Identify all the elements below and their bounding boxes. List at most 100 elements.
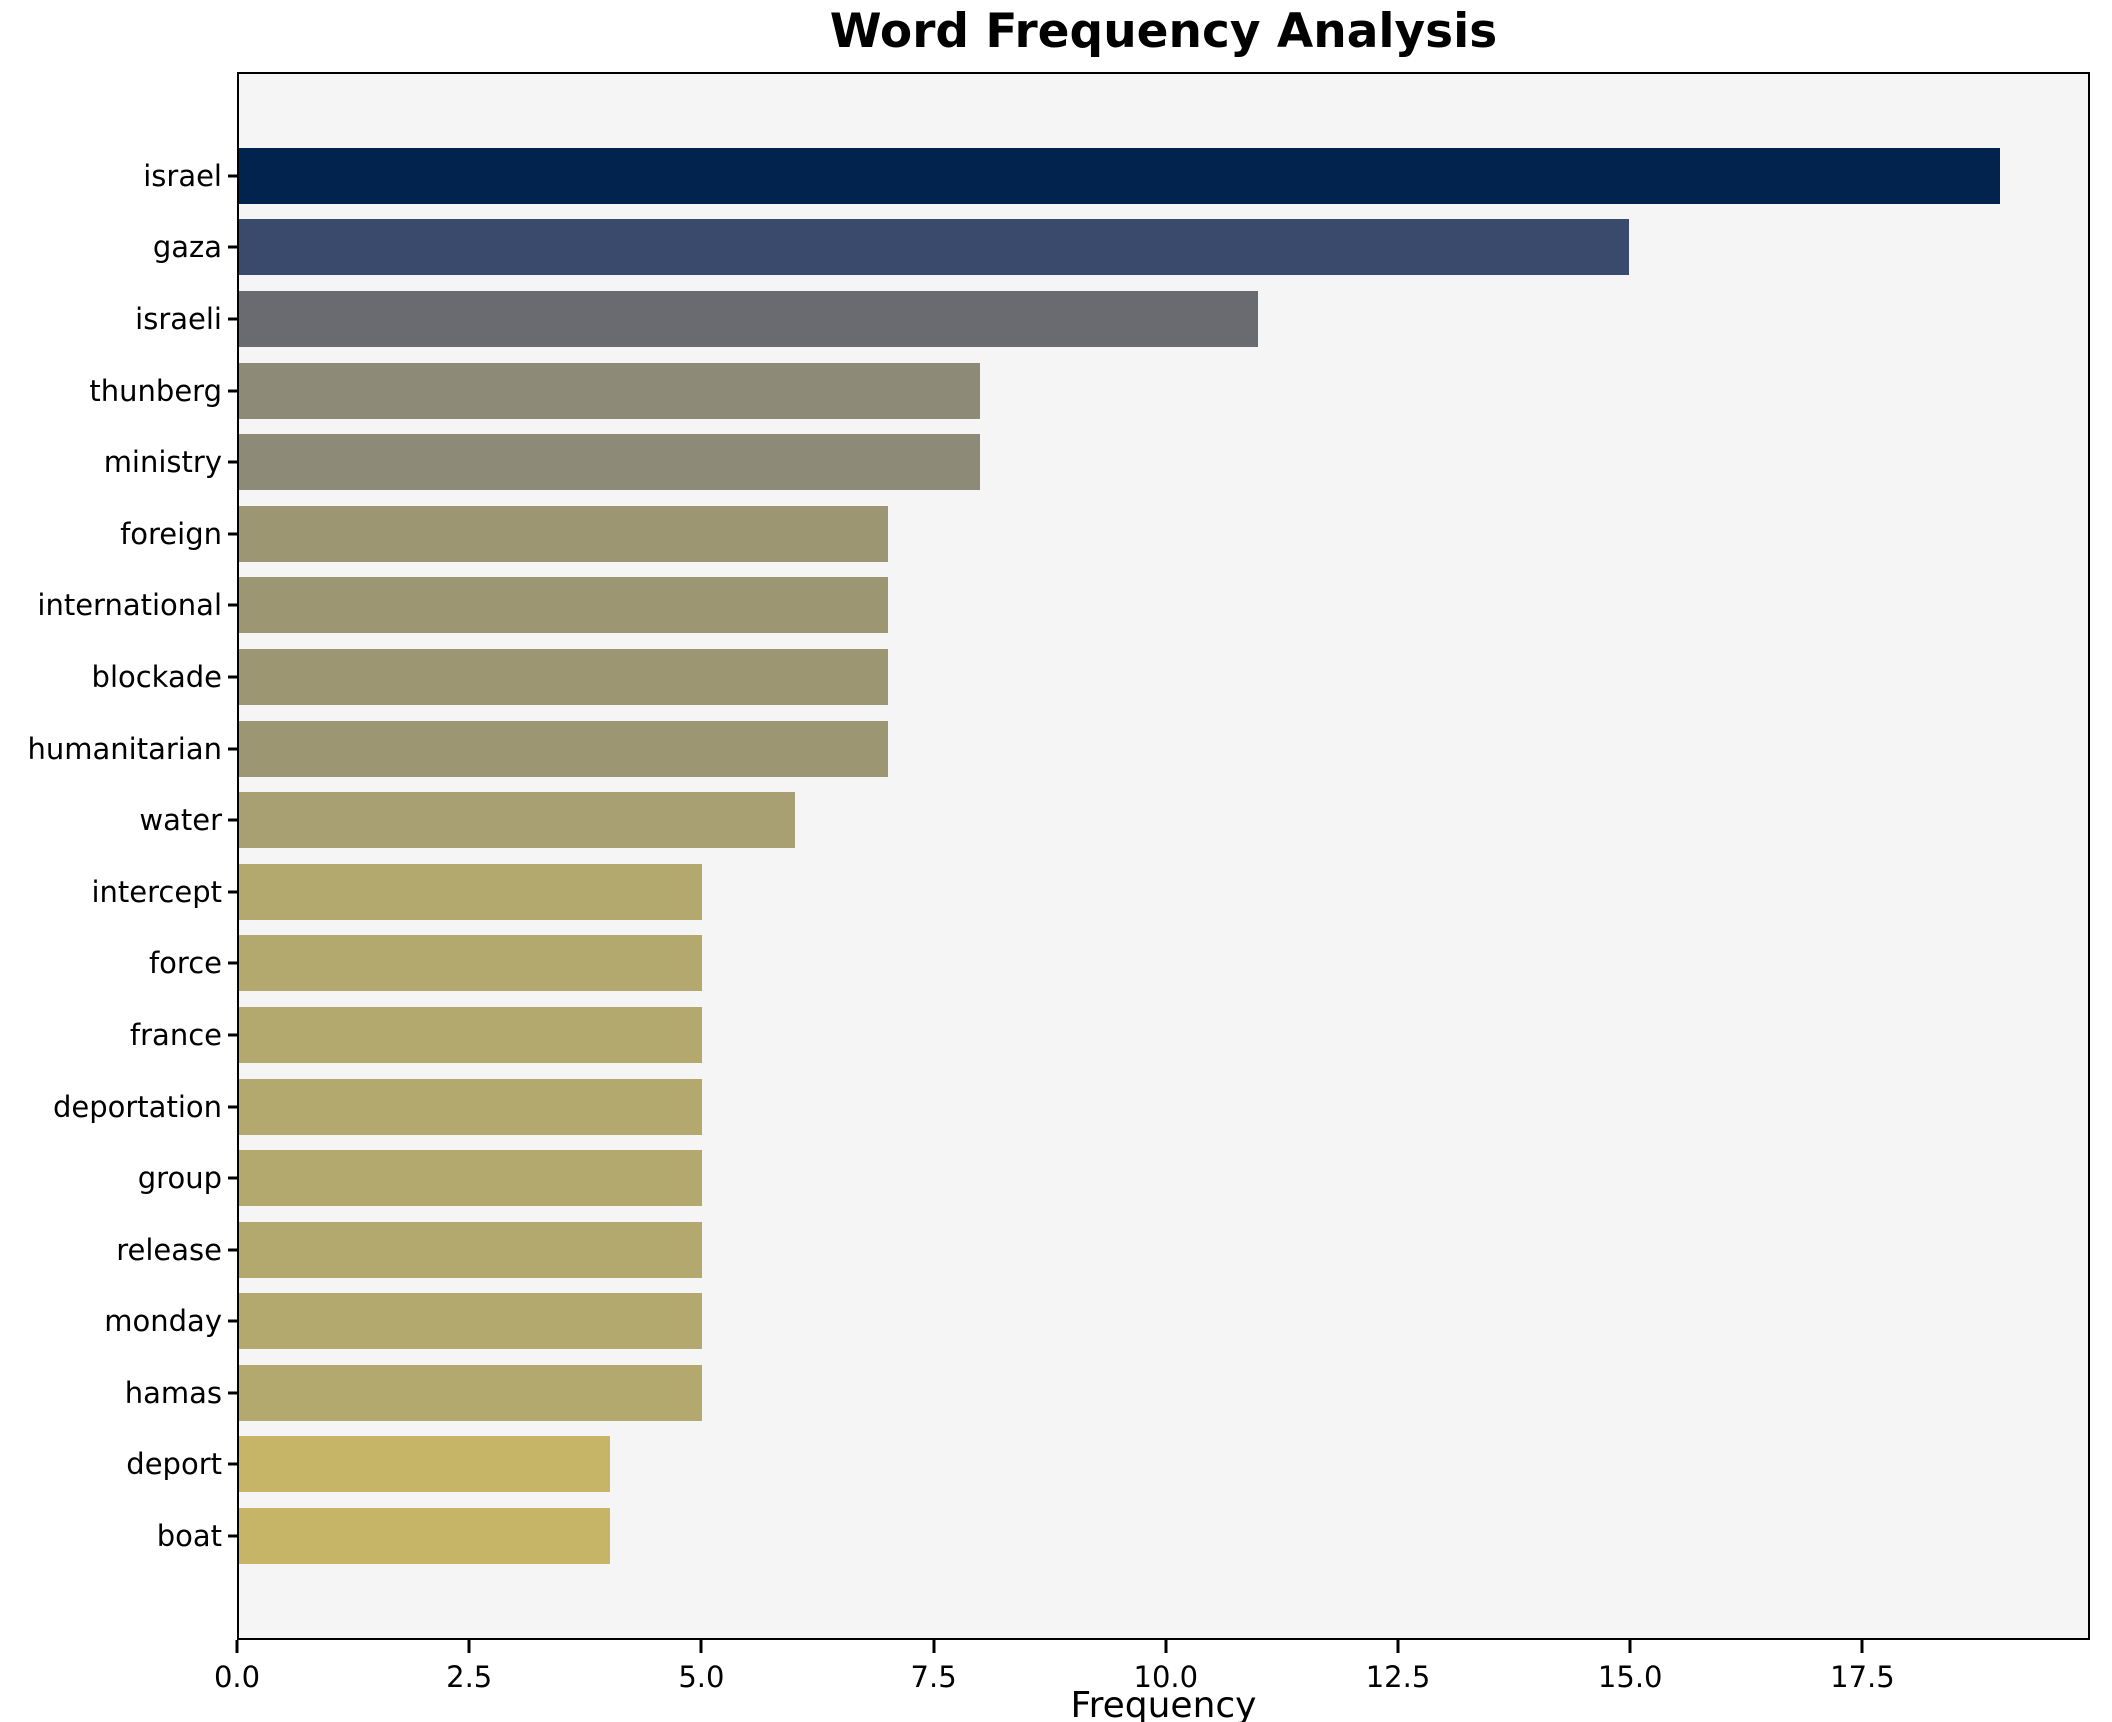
bar-force <box>239 935 703 992</box>
y-tick-mark <box>228 890 237 894</box>
bar-row-israeli: israeli <box>135 283 2088 355</box>
bar-row-intercept: intercept <box>92 856 2088 928</box>
plot-area: israel gaza israeli thunberg ministry foreign… <box>28 72 2090 1640</box>
y-tick-mark <box>228 1033 237 1037</box>
bar-boat <box>239 1508 610 1565</box>
y-tick-mark <box>228 245 237 249</box>
bar-humanitarian <box>239 720 888 777</box>
x-tick-mark <box>932 1640 936 1653</box>
y-label-ministry: ministry <box>103 445 222 480</box>
bar-row-france: france <box>130 999 2088 1071</box>
x-axis: 0.0 2.5 5.0 7.5 10.0 12.5 15.0 17.5 <box>214 1640 2090 1722</box>
x-tick-label-7.5: 7.5 <box>910 1660 957 1694</box>
bar-deportation <box>239 1078 703 1135</box>
bar-monday <box>239 1293 703 1350</box>
y-tick-mark <box>228 747 237 751</box>
x-tick-label-0.0: 0.0 <box>213 1660 261 1694</box>
x-tick-label-15.0: 15.0 <box>1597 1660 1663 1694</box>
y-label-monday: monday <box>104 1304 222 1339</box>
x-tick-mark <box>1164 1640 1168 1653</box>
bar-water <box>239 792 796 849</box>
bar-ministry <box>239 434 981 491</box>
y-label-force: force <box>148 946 222 981</box>
y-tick-mark <box>228 1462 237 1466</box>
y-label-boat: boat <box>156 1519 222 1554</box>
x-tick-label-12.5: 12.5 <box>1365 1660 1431 1694</box>
y-label-thunberg: thunberg <box>89 373 222 408</box>
bar-row-ministry: ministry <box>104 426 2088 498</box>
x-tick-mark <box>699 1640 703 1653</box>
chart-title: Word Frequency Analysis <box>829 4 1498 59</box>
x-axis-title: Frequency <box>1070 1685 1257 1722</box>
bar-foreign <box>239 505 888 562</box>
y-label-humanitarian: humanitarian <box>27 731 223 766</box>
bar-hamas <box>239 1364 703 1421</box>
y-tick-mark <box>228 1319 237 1323</box>
y-tick-mark <box>228 532 237 536</box>
bar-row-water: water <box>139 784 2088 856</box>
y-tick-mark <box>228 174 237 178</box>
x-tick-mark <box>1860 1640 1864 1653</box>
bar-deport <box>239 1436 610 1493</box>
y-label-france: france <box>129 1017 222 1052</box>
y-tick-mark <box>228 1105 237 1109</box>
bar-group <box>239 1150 703 1207</box>
y-tick-mark <box>228 317 237 321</box>
y-label-israel: israel <box>143 158 222 193</box>
y-tick-mark <box>228 1176 237 1180</box>
y-label-hamas: hamas <box>124 1375 222 1410</box>
bar-row-boat: boat <box>157 1500 2088 1572</box>
x-tick-label-2.5: 2.5 <box>446 1660 493 1694</box>
x-tick-label-10.0: 10.0 <box>1133 1660 1199 1694</box>
bar-row-humanitarian: humanitarian <box>28 713 2088 785</box>
x-tick-mark <box>1396 1640 1400 1653</box>
bar-international <box>239 577 888 634</box>
bar-israel <box>239 147 2000 204</box>
y-tick-mark <box>228 603 237 607</box>
y-label-deport: deport <box>126 1447 222 1482</box>
bar-blockade <box>239 648 888 705</box>
x-tick-mark <box>235 1640 239 1653</box>
bar-intercept <box>239 863 703 920</box>
y-label-gaza: gaza <box>152 230 222 265</box>
bar-row-gaza: gaza <box>153 212 2088 284</box>
y-label-release: release <box>116 1232 222 1267</box>
y-tick-mark <box>228 1391 237 1395</box>
x-tick-label-17.5: 17.5 <box>1830 1660 1895 1694</box>
y-label-israeli: israeli <box>135 301 222 336</box>
x-tick-mark <box>467 1640 471 1653</box>
y-label-blockade: blockade <box>91 659 222 694</box>
bars-container: israel gaza israeli thunberg ministry foreign… <box>28 74 2088 1638</box>
bar-row-thunberg: thunberg <box>89 355 2088 427</box>
y-tick-mark <box>228 389 237 393</box>
bar-row-israel: israel <box>143 140 2088 212</box>
bar-gaza <box>239 219 1630 276</box>
x-tick-label-5.0: 5.0 <box>678 1660 725 1694</box>
bar-france <box>239 1006 703 1063</box>
bar-row-release: release <box>116 1214 2088 1286</box>
y-label-water: water <box>139 803 222 838</box>
y-tick-mark <box>228 818 237 822</box>
bar-row-international: international <box>37 570 2088 642</box>
x-tick-mark <box>1628 1640 1632 1653</box>
bar-row-deport: deport <box>126 1429 2088 1501</box>
y-label-foreign: foreign <box>120 516 222 551</box>
y-tick-mark <box>228 675 237 679</box>
y-tick-mark <box>228 1248 237 1252</box>
bar-row-blockade: blockade <box>92 641 2088 713</box>
y-label-group: group <box>137 1161 222 1196</box>
bar-release <box>239 1221 703 1278</box>
y-tick-mark <box>228 1534 237 1538</box>
y-tick-mark <box>228 961 237 965</box>
bar-row-monday: monday <box>104 1286 2088 1358</box>
y-label-intercept: intercept <box>91 874 223 909</box>
bar-row-foreign: foreign <box>120 498 2088 570</box>
y-label-deportation: deportation <box>52 1089 222 1124</box>
bar-row-force: force <box>149 928 2088 1000</box>
y-label-international: international <box>37 588 222 623</box>
bar-israeli <box>239 290 1259 347</box>
y-tick-mark <box>228 460 237 464</box>
bar-row-hamas: hamas <box>125 1357 2088 1429</box>
bar-row-group: group <box>138 1142 2088 1214</box>
